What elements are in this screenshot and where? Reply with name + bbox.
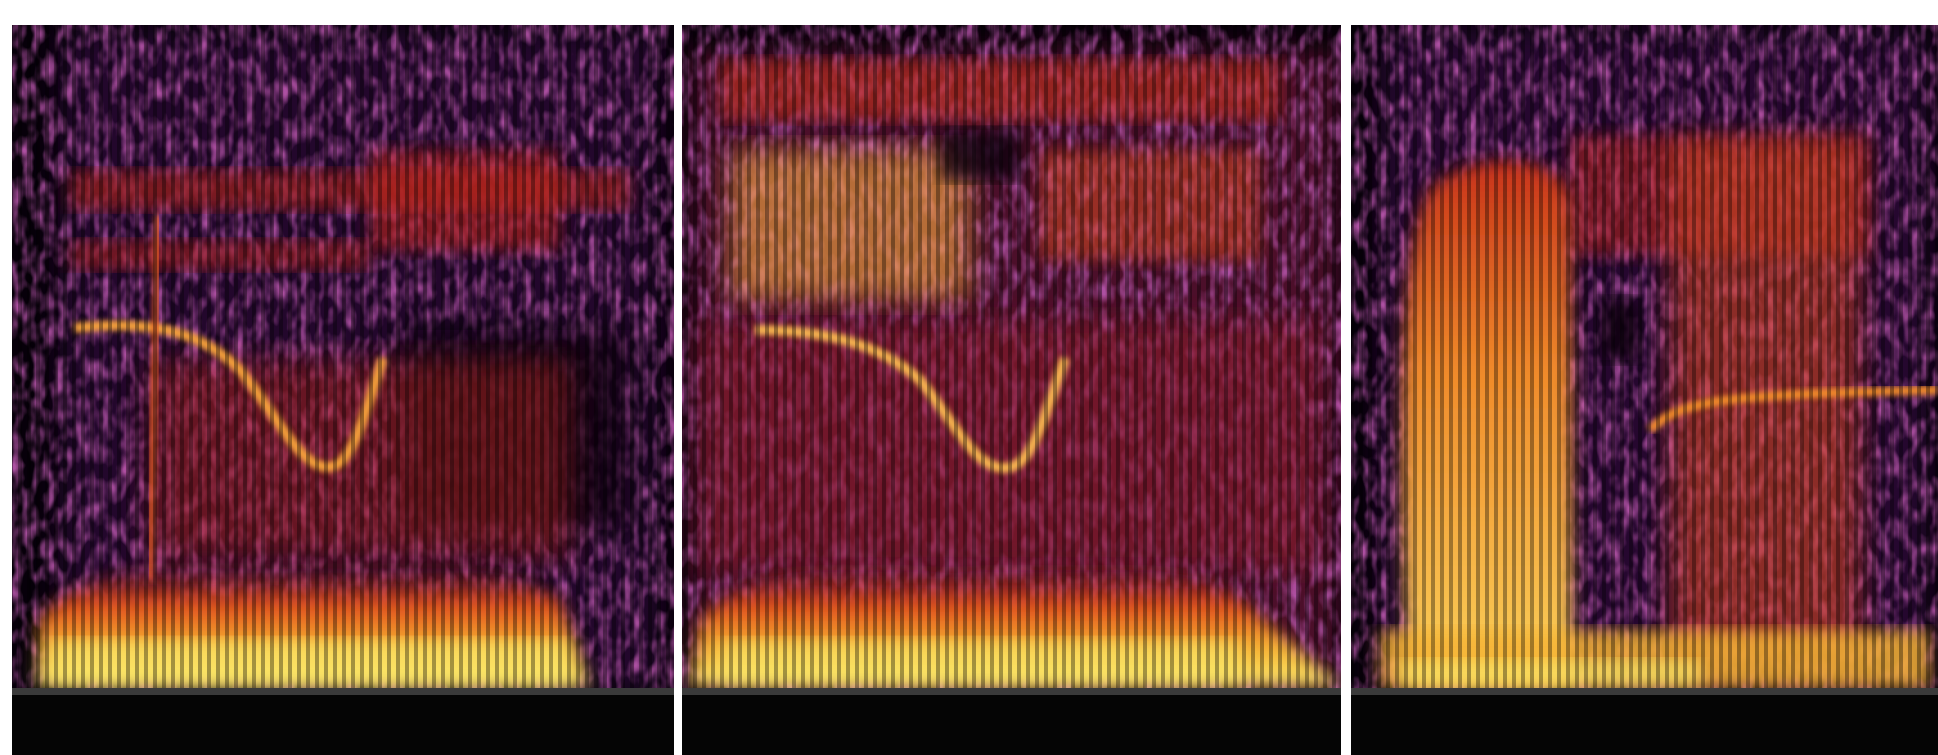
panel-footer — [12, 688, 1938, 755]
spectrogram-panel — [1351, 25, 1938, 755]
spectrogram-panel — [12, 25, 674, 755]
spectrogram-figure — [0, 0, 1938, 755]
page — [0, 0, 1938, 755]
spectrogram-panel — [682, 25, 1341, 755]
